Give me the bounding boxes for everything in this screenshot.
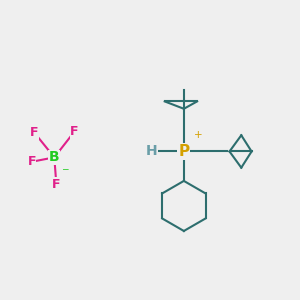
Text: F: F <box>70 125 79 138</box>
Text: F: F <box>52 178 61 191</box>
Text: −: − <box>61 164 69 173</box>
Text: B: B <box>49 150 60 164</box>
Text: F: F <box>30 126 39 140</box>
Text: H: H <box>146 145 157 158</box>
Text: P: P <box>178 144 189 159</box>
Text: F: F <box>27 155 36 168</box>
Text: +: + <box>194 130 202 140</box>
